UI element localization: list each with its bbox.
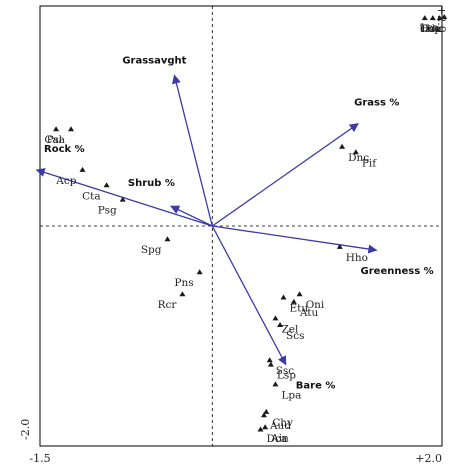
site-marker-hho [336,243,343,249]
site-label-rcr: Rcr [158,299,178,311]
y-tick-min: -2.0 [19,419,32,440]
site-label-dnc: Dnc [348,152,369,164]
vector-label-bare: Bare % [296,381,336,392]
vector-label-greenness: Greenness % [361,266,434,277]
site-label-lca: Lca [420,22,439,34]
vector-greenness [212,225,378,254]
site-label-tbu: Tbu [420,23,441,35]
site-label-chy: Chy [272,417,293,429]
site-label-hsp: Hsp [420,23,442,35]
site-marker-dca [257,426,264,432]
site-marker-etu [280,294,287,300]
site-label-oda: Oda [420,23,442,35]
site-marker-dnc [339,143,346,149]
site-label-cal: Cal [44,134,62,146]
vectors-layer: Grassavght Rock % Shrub % Grass % Greenness … [35,55,434,392]
site-marker-aud [260,412,267,418]
site-label-atu: Atu [299,307,319,319]
vector-grass [211,123,359,227]
site-marker-pif [352,149,359,155]
site-label-spg: Spg [141,244,162,256]
vector-shrub [170,205,213,227]
site-label-ssc: Ssc [276,365,295,377]
vector-label-grass: Grass % [354,98,399,109]
site-marker-lsp [267,361,274,367]
site-marker-tbu [429,15,436,21]
site-marker-acp [79,166,86,172]
vector-label-rock: Rock % [44,144,85,155]
site-marker-ssc [266,357,273,363]
site-label-pif: Pif [362,157,377,169]
site-marker-oda [436,15,443,21]
site-label-pns: Pns [174,277,193,289]
site-label-oni: Oni [306,299,325,311]
site-marker-pns [196,269,203,275]
site-marker-atu [290,298,297,304]
site-marker-zel [272,315,279,321]
site-marker-hsp [421,15,428,21]
site-label-lpa: Lpa [281,389,301,401]
site-label-dca: Dca [267,433,288,445]
site-marker-psa [68,126,75,132]
vector-bare [211,225,287,366]
site-label-acp: Acp [55,175,76,187]
x-tick-min: -1.5 [29,452,50,465]
site-label-hho: Hho [346,252,368,264]
site-label-etu: Etu [289,303,308,315]
vector-rock [35,168,213,227]
site-marker-chy [263,408,270,414]
site-marker-lpa [272,381,279,387]
site-label-psa: Psa [47,134,65,146]
y-tick-max: +2.0 [435,6,448,33]
site-label-zel: Zel [281,323,299,335]
site-marker-lca [441,14,448,19]
site-marker-psg [119,196,126,202]
site-label-psg: Psg [98,205,117,217]
site-label-cta: Cta [82,190,101,202]
site-marker-rcr [179,291,186,297]
site-label-ain: Ain [270,432,289,444]
site-marker-oni [296,291,303,297]
site-marker-cta [103,182,110,188]
vector-label-grassavght: Grassavght [122,55,186,66]
site-label-aud: Aud [269,420,291,432]
site-marker-ain [262,424,269,430]
site-marker-scs [277,322,284,327]
vector-grassavght [171,74,213,227]
vector-label-shrub: Shrub % [128,178,175,189]
site-label-lsp: Lsp [277,370,296,382]
site-marker-cal [53,126,60,132]
site-marker-spg [164,236,171,242]
site-label-scs: Scs [286,330,304,342]
x-tick-max: +2.0 [415,452,442,465]
